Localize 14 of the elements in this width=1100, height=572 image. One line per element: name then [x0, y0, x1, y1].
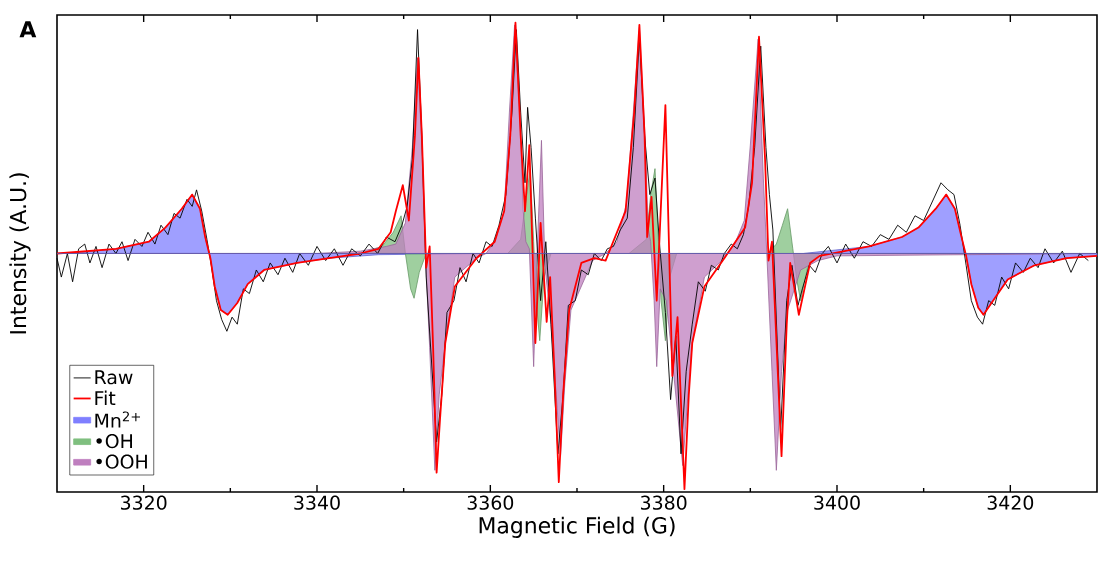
legend-label: •OH: [96, 433, 132, 449]
legend-label: Raw: [95, 370, 133, 385]
text: A: [19, 21, 37, 38]
legend-label: Fit: [95, 390, 116, 405]
x-tick-label: 3320: [121, 495, 167, 510]
x-tick-label: 3360: [467, 495, 514, 510]
legend-label: Mn$^{2+}$: [95, 411, 141, 428]
x-tick-label: 3380: [641, 495, 687, 510]
legend-label: •OOH: [96, 454, 147, 469]
y-axis-title: Intensity (A.U.): [9, 173, 31, 334]
x-axis-title: Magnetic Field (G): [479, 516, 675, 538]
x-tick-label: 3400: [814, 495, 860, 510]
x-tick-label: 3420: [987, 495, 1034, 510]
x-tick-label: 3340: [294, 495, 340, 510]
